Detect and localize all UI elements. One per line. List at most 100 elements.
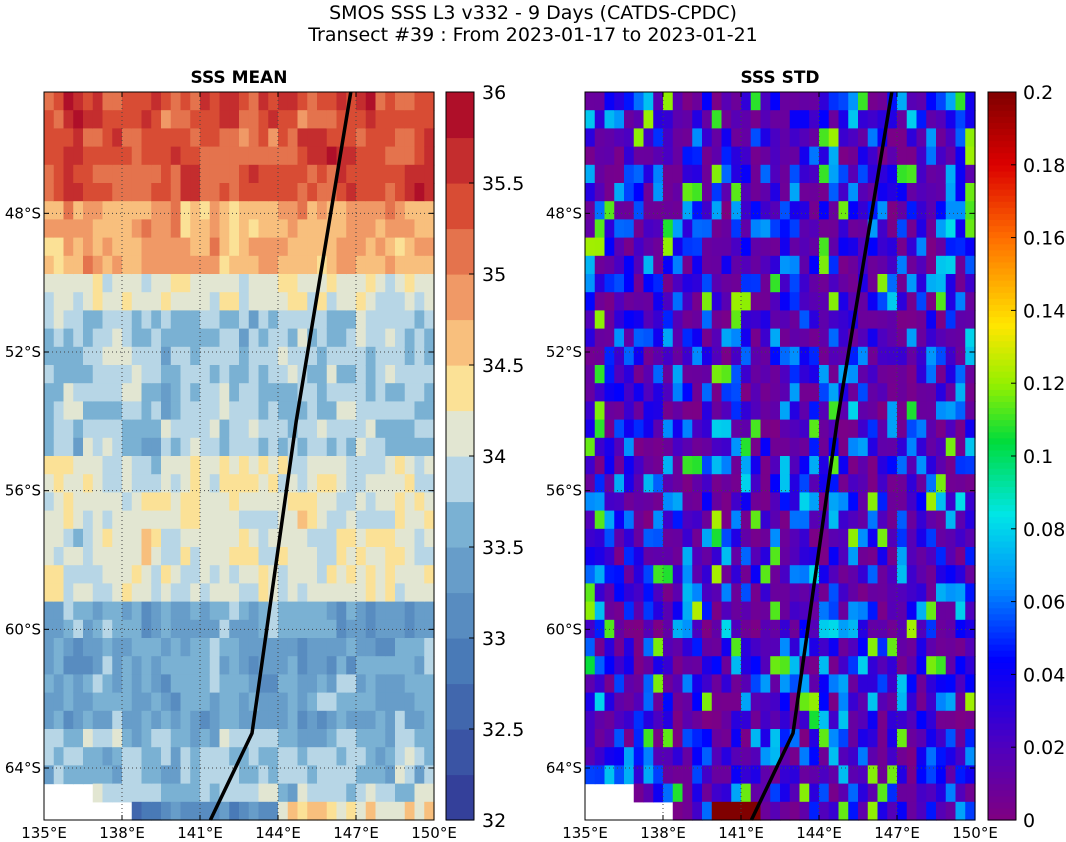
heatmap-cell — [258, 274, 269, 293]
colorbar-segment — [988, 437, 1016, 445]
heatmap-cell — [897, 601, 908, 621]
heatmap-cell — [170, 328, 182, 348]
heatmap-cell — [897, 419, 908, 439]
heatmap-cell — [326, 729, 338, 748]
heatmap-cell — [965, 656, 976, 675]
heatmap-cell — [336, 656, 347, 675]
heatmap-cell — [63, 346, 74, 366]
heatmap-cell — [326, 674, 338, 694]
heatmap-cell — [916, 219, 927, 239]
heatmap-cell — [711, 437, 723, 457]
heatmap-cell — [692, 474, 703, 493]
heatmap-cell — [83, 164, 94, 184]
heatmap-cell — [643, 565, 654, 584]
heatmap-cell — [897, 383, 908, 402]
heatmap-cell — [424, 601, 435, 621]
heatmap-cell — [44, 128, 55, 148]
colorbar-segment — [988, 540, 1016, 548]
heatmap-cell — [594, 601, 606, 621]
heatmap-cell — [594, 565, 606, 584]
heatmap-cell — [356, 783, 367, 803]
heatmap-cell — [317, 565, 328, 584]
heatmap-cell — [375, 729, 386, 748]
heatmap-cell — [278, 255, 289, 275]
heatmap-cell — [180, 292, 191, 311]
heatmap-cell — [721, 328, 732, 348]
heatmap-cell — [239, 692, 250, 712]
heatmap-cell — [151, 638, 162, 657]
colorbar-segment — [988, 759, 1016, 766]
heatmap-cell — [161, 492, 172, 512]
heatmap-cell — [317, 365, 328, 384]
heatmap-cell — [278, 219, 289, 239]
heatmap-cell — [692, 383, 703, 402]
colorbar-segment — [988, 225, 1016, 233]
heatmap-cell — [633, 365, 645, 384]
heatmap-cell — [858, 619, 869, 639]
heatmap-cell — [44, 583, 55, 603]
heatmap-cell — [219, 237, 230, 257]
heatmap-cell — [887, 510, 898, 530]
heatmap-cell — [936, 729, 947, 748]
heatmap-cell — [209, 765, 221, 785]
heatmap-cell — [92, 729, 104, 748]
heatmap-cell — [799, 492, 810, 512]
heatmap-cell — [721, 619, 732, 639]
heatmap-cell — [73, 419, 84, 439]
heatmap-cell — [209, 274, 221, 293]
heatmap-cell — [926, 638, 937, 657]
heatmap-cell — [297, 146, 308, 166]
heatmap-cell — [692, 219, 703, 239]
heatmap-cell — [692, 237, 703, 257]
heatmap-cell — [594, 656, 606, 675]
heatmap-cell — [702, 328, 713, 348]
heatmap-cell — [926, 128, 937, 148]
heatmap-cell — [663, 547, 674, 566]
heatmap-cell — [663, 310, 674, 330]
heatmap-cell — [653, 346, 664, 366]
heatmap-cell — [741, 274, 752, 293]
heatmap-cell — [404, 674, 416, 694]
heatmap-cell — [287, 255, 299, 275]
heatmap-cell — [809, 219, 820, 239]
heatmap-cell — [633, 437, 645, 457]
heatmap-cell — [614, 292, 625, 311]
heatmap-cell — [268, 328, 279, 348]
heatmap-cell — [336, 783, 347, 803]
heatmap-cell — [692, 747, 703, 766]
heatmap-cell — [936, 656, 947, 675]
heatmap-cell — [278, 729, 289, 748]
heatmap-cell — [711, 255, 723, 275]
heatmap-cell — [404, 547, 416, 566]
heatmap-cell — [594, 674, 606, 694]
heatmap-cell — [653, 601, 664, 621]
heatmap-cell — [770, 601, 781, 621]
heatmap-cell — [365, 638, 377, 657]
heatmap-cell — [414, 419, 425, 439]
heatmap-cell — [692, 528, 703, 548]
heatmap-cell — [180, 437, 191, 457]
heatmap-cell — [955, 274, 966, 293]
heatmap-cell — [92, 456, 104, 475]
heatmap-cell — [102, 183, 113, 202]
heatmap-cell — [945, 164, 957, 184]
heatmap-cell — [278, 310, 289, 330]
heatmap-cell — [877, 801, 888, 821]
heatmap-cell — [731, 310, 742, 330]
heatmap-cell — [209, 674, 221, 694]
heatmap-cell — [239, 783, 250, 803]
heatmap-cell — [936, 219, 947, 239]
heatmap-cell — [916, 510, 927, 530]
heatmap-cell — [200, 547, 211, 566]
heatmap-cell — [209, 401, 221, 421]
heatmap-cell — [789, 492, 801, 512]
heatmap-cell — [750, 547, 762, 566]
heatmap-cell — [404, 383, 416, 402]
heatmap-cell — [209, 383, 221, 402]
heatmap-cell — [877, 110, 888, 129]
heatmap-cell — [112, 765, 123, 785]
heatmap-cell — [131, 601, 143, 621]
heatmap-cell — [170, 128, 182, 148]
heatmap-cell — [326, 128, 338, 148]
heatmap-cell — [141, 146, 152, 166]
